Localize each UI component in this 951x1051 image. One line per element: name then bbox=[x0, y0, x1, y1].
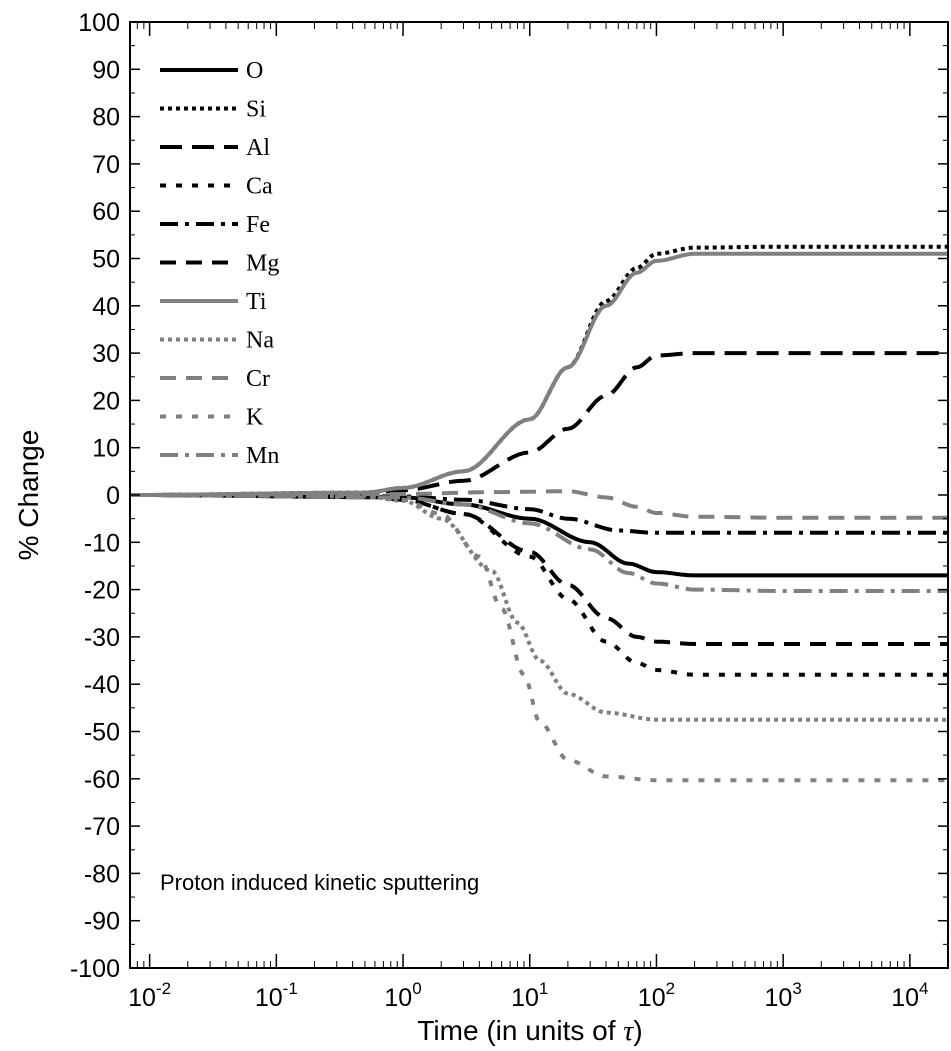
x-tick-label: 100 bbox=[384, 979, 421, 1012]
y-tick-label: -10 bbox=[84, 529, 120, 557]
x-axis-label: Time (in units of τ) bbox=[417, 1015, 642, 1047]
legend-label-ti: Ti bbox=[246, 289, 267, 315]
legend-label-cr: Cr bbox=[246, 366, 270, 392]
legend: O Si Al Ca Fe Mg Ti Na Cr K Mn bbox=[160, 58, 279, 469]
y-tick-label: -50 bbox=[84, 719, 120, 747]
legend-label-si: Si bbox=[246, 97, 266, 123]
y-tick-label: 70 bbox=[92, 151, 120, 179]
y-tick-label: 90 bbox=[92, 56, 120, 84]
series-line-mg bbox=[130, 493, 948, 646]
legend-label-k: K bbox=[246, 405, 264, 431]
legend-label-fe: Fe bbox=[246, 212, 270, 238]
x-axis-label-end: ) bbox=[633, 1015, 642, 1046]
y-tick-label: 30 bbox=[92, 340, 120, 368]
y-tick-label: -60 bbox=[84, 766, 120, 794]
legend-label-na: Na bbox=[246, 328, 274, 354]
y-tick-label: -90 bbox=[84, 908, 120, 936]
x-tick-label: 104 bbox=[891, 979, 928, 1012]
x-tick-label: 103 bbox=[765, 979, 802, 1012]
legend-label-o: O bbox=[246, 58, 263, 84]
x-tick-label: 10-1 bbox=[255, 979, 298, 1012]
x-tick-label: 101 bbox=[511, 979, 548, 1012]
y-tick-label: -20 bbox=[84, 577, 120, 605]
series-line-o bbox=[130, 493, 948, 578]
x-tick-label: 102 bbox=[638, 979, 675, 1012]
y-tick-label: 20 bbox=[92, 387, 120, 415]
legend-label-mg: Mg bbox=[246, 251, 279, 277]
series-line-cr bbox=[130, 489, 948, 520]
series-line-k bbox=[130, 493, 948, 783]
y-tick-label: 100 bbox=[78, 9, 120, 37]
series-line-na bbox=[130, 493, 948, 722]
series-line-ti bbox=[130, 251, 948, 497]
y-tick-label: -100 bbox=[70, 955, 120, 983]
x-tick-label: 10-2 bbox=[128, 979, 171, 1012]
y-tick-label: 0 bbox=[106, 482, 120, 510]
legend-label-al: Al bbox=[246, 135, 270, 161]
legend-label-ca: Ca bbox=[246, 174, 273, 200]
y-tick-label: -70 bbox=[84, 813, 120, 841]
tick-layer: 10-2 10-1 100 101 102 103 10410090807060504030… bbox=[70, 9, 949, 1012]
x-axis-label-symbol: τ bbox=[623, 1016, 634, 1047]
annotation: Proton induced kinetic sputtering bbox=[160, 870, 479, 895]
y-axis-label: % Change bbox=[13, 430, 44, 561]
series-line-al bbox=[130, 351, 948, 497]
y-tick-label: 80 bbox=[92, 104, 120, 132]
x-axis-label-main: Time (in units of bbox=[417, 1015, 623, 1046]
legend-label-mn: Mn bbox=[246, 443, 279, 469]
y-tick-label: 60 bbox=[92, 198, 120, 226]
series-line-mn bbox=[130, 493, 948, 593]
y-tick-label: -30 bbox=[84, 624, 120, 652]
y-tick-label: 40 bbox=[92, 293, 120, 321]
y-tick-label: -40 bbox=[84, 671, 120, 699]
y-tick-label: 10 bbox=[92, 435, 120, 463]
series-layer bbox=[130, 244, 948, 783]
y-tick-label: -80 bbox=[84, 860, 120, 888]
y-tick-label: 50 bbox=[92, 246, 120, 274]
